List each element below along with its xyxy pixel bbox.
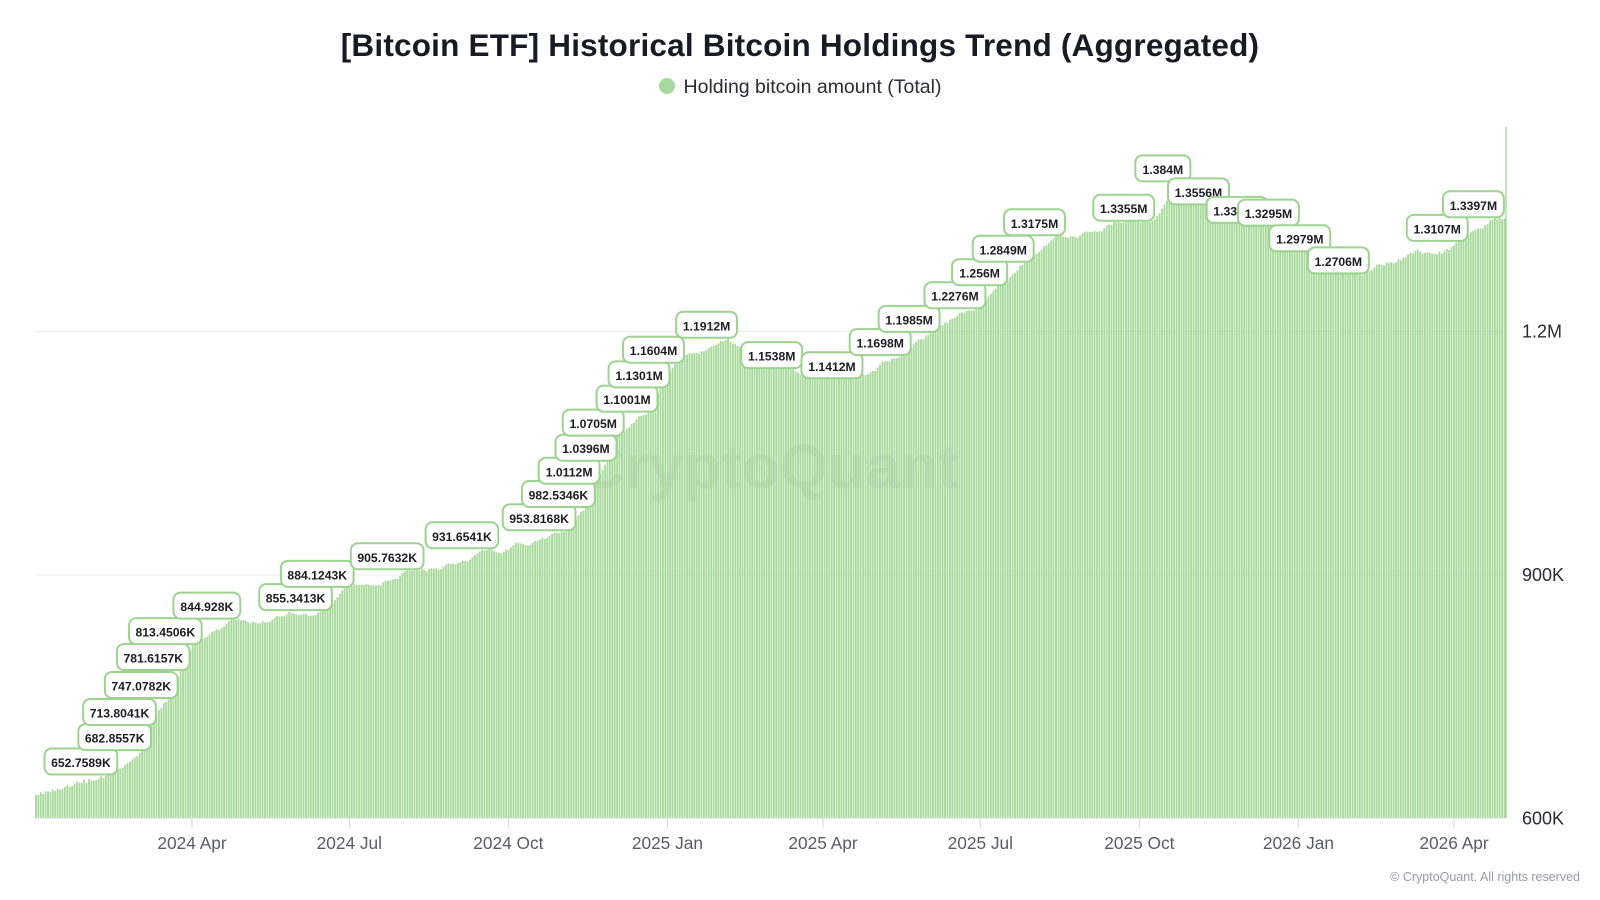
svg-text:2024 Jul: 2024 Jul [317,833,382,853]
svg-text:1.3295M: 1.3295M [1245,207,1292,221]
svg-text:682.8557K: 682.8557K [85,732,145,746]
svg-text:2025 Apr: 2025 Apr [788,833,857,853]
svg-text:1.1412M: 1.1412M [808,360,855,374]
svg-text:1.0112M: 1.0112M [546,465,593,479]
svg-text:1.2849M: 1.2849M [979,243,1026,257]
svg-text:1.1912M: 1.1912M [683,319,730,333]
svg-text:1.3107M: 1.3107M [1414,222,1461,236]
svg-text:781.6157K: 781.6157K [123,651,183,665]
svg-text:600K: 600K [1522,808,1564,828]
svg-text:953.8168K: 953.8168K [509,512,569,526]
svg-text:2025 Oct: 2025 Oct [1104,833,1174,853]
svg-text:844.928K: 844.928K [180,600,233,614]
svg-text:1.1001M: 1.1001M [603,393,650,407]
svg-text:1.1301M: 1.1301M [615,369,662,383]
svg-text:1.0705M: 1.0705M [570,417,617,431]
svg-text:1.3397M: 1.3397M [1450,199,1497,213]
svg-text:1.2276M: 1.2276M [931,290,978,304]
svg-text:1.1538M: 1.1538M [748,350,795,364]
svg-text:2026 Jan: 2026 Jan [1263,833,1334,853]
svg-text:931.6541K: 931.6541K [432,530,492,544]
svg-text:2026 Apr: 2026 Apr [1419,833,1488,853]
svg-text:652.7589K: 652.7589K [51,756,111,770]
svg-text:1.3175M: 1.3175M [1011,217,1058,231]
svg-text:1.0396M: 1.0396M [562,442,609,456]
svg-text:1.1985M: 1.1985M [885,313,932,327]
svg-text:1.2M: 1.2M [1522,322,1562,342]
svg-text:1.1604M: 1.1604M [630,344,677,358]
svg-text:747.0782K: 747.0782K [111,680,171,694]
svg-text:713.8041K: 713.8041K [90,706,150,720]
svg-text:982.5346K: 982.5346K [529,489,589,503]
svg-text:905.7632K: 905.7632K [357,551,417,565]
svg-text:1.384M: 1.384M [1143,163,1184,177]
svg-text:2024 Apr: 2024 Apr [157,833,226,853]
svg-text:884.1243K: 884.1243K [287,568,347,582]
svg-text:1.3355M: 1.3355M [1100,202,1147,216]
svg-text:2024 Oct: 2024 Oct [473,833,543,853]
svg-text:1.2979M: 1.2979M [1276,233,1323,247]
svg-text:900K: 900K [1522,565,1564,585]
svg-text:855.3413K: 855.3413K [266,592,326,606]
svg-text:1.1698M: 1.1698M [856,337,903,351]
svg-text:1.256M: 1.256M [959,267,1000,281]
svg-text:2025 Jan: 2025 Jan [632,833,703,853]
svg-text:813.4506K: 813.4506K [136,626,196,640]
svg-text:1.2706M: 1.2706M [1315,255,1362,269]
svg-text:2025 Jul: 2025 Jul [948,833,1013,853]
